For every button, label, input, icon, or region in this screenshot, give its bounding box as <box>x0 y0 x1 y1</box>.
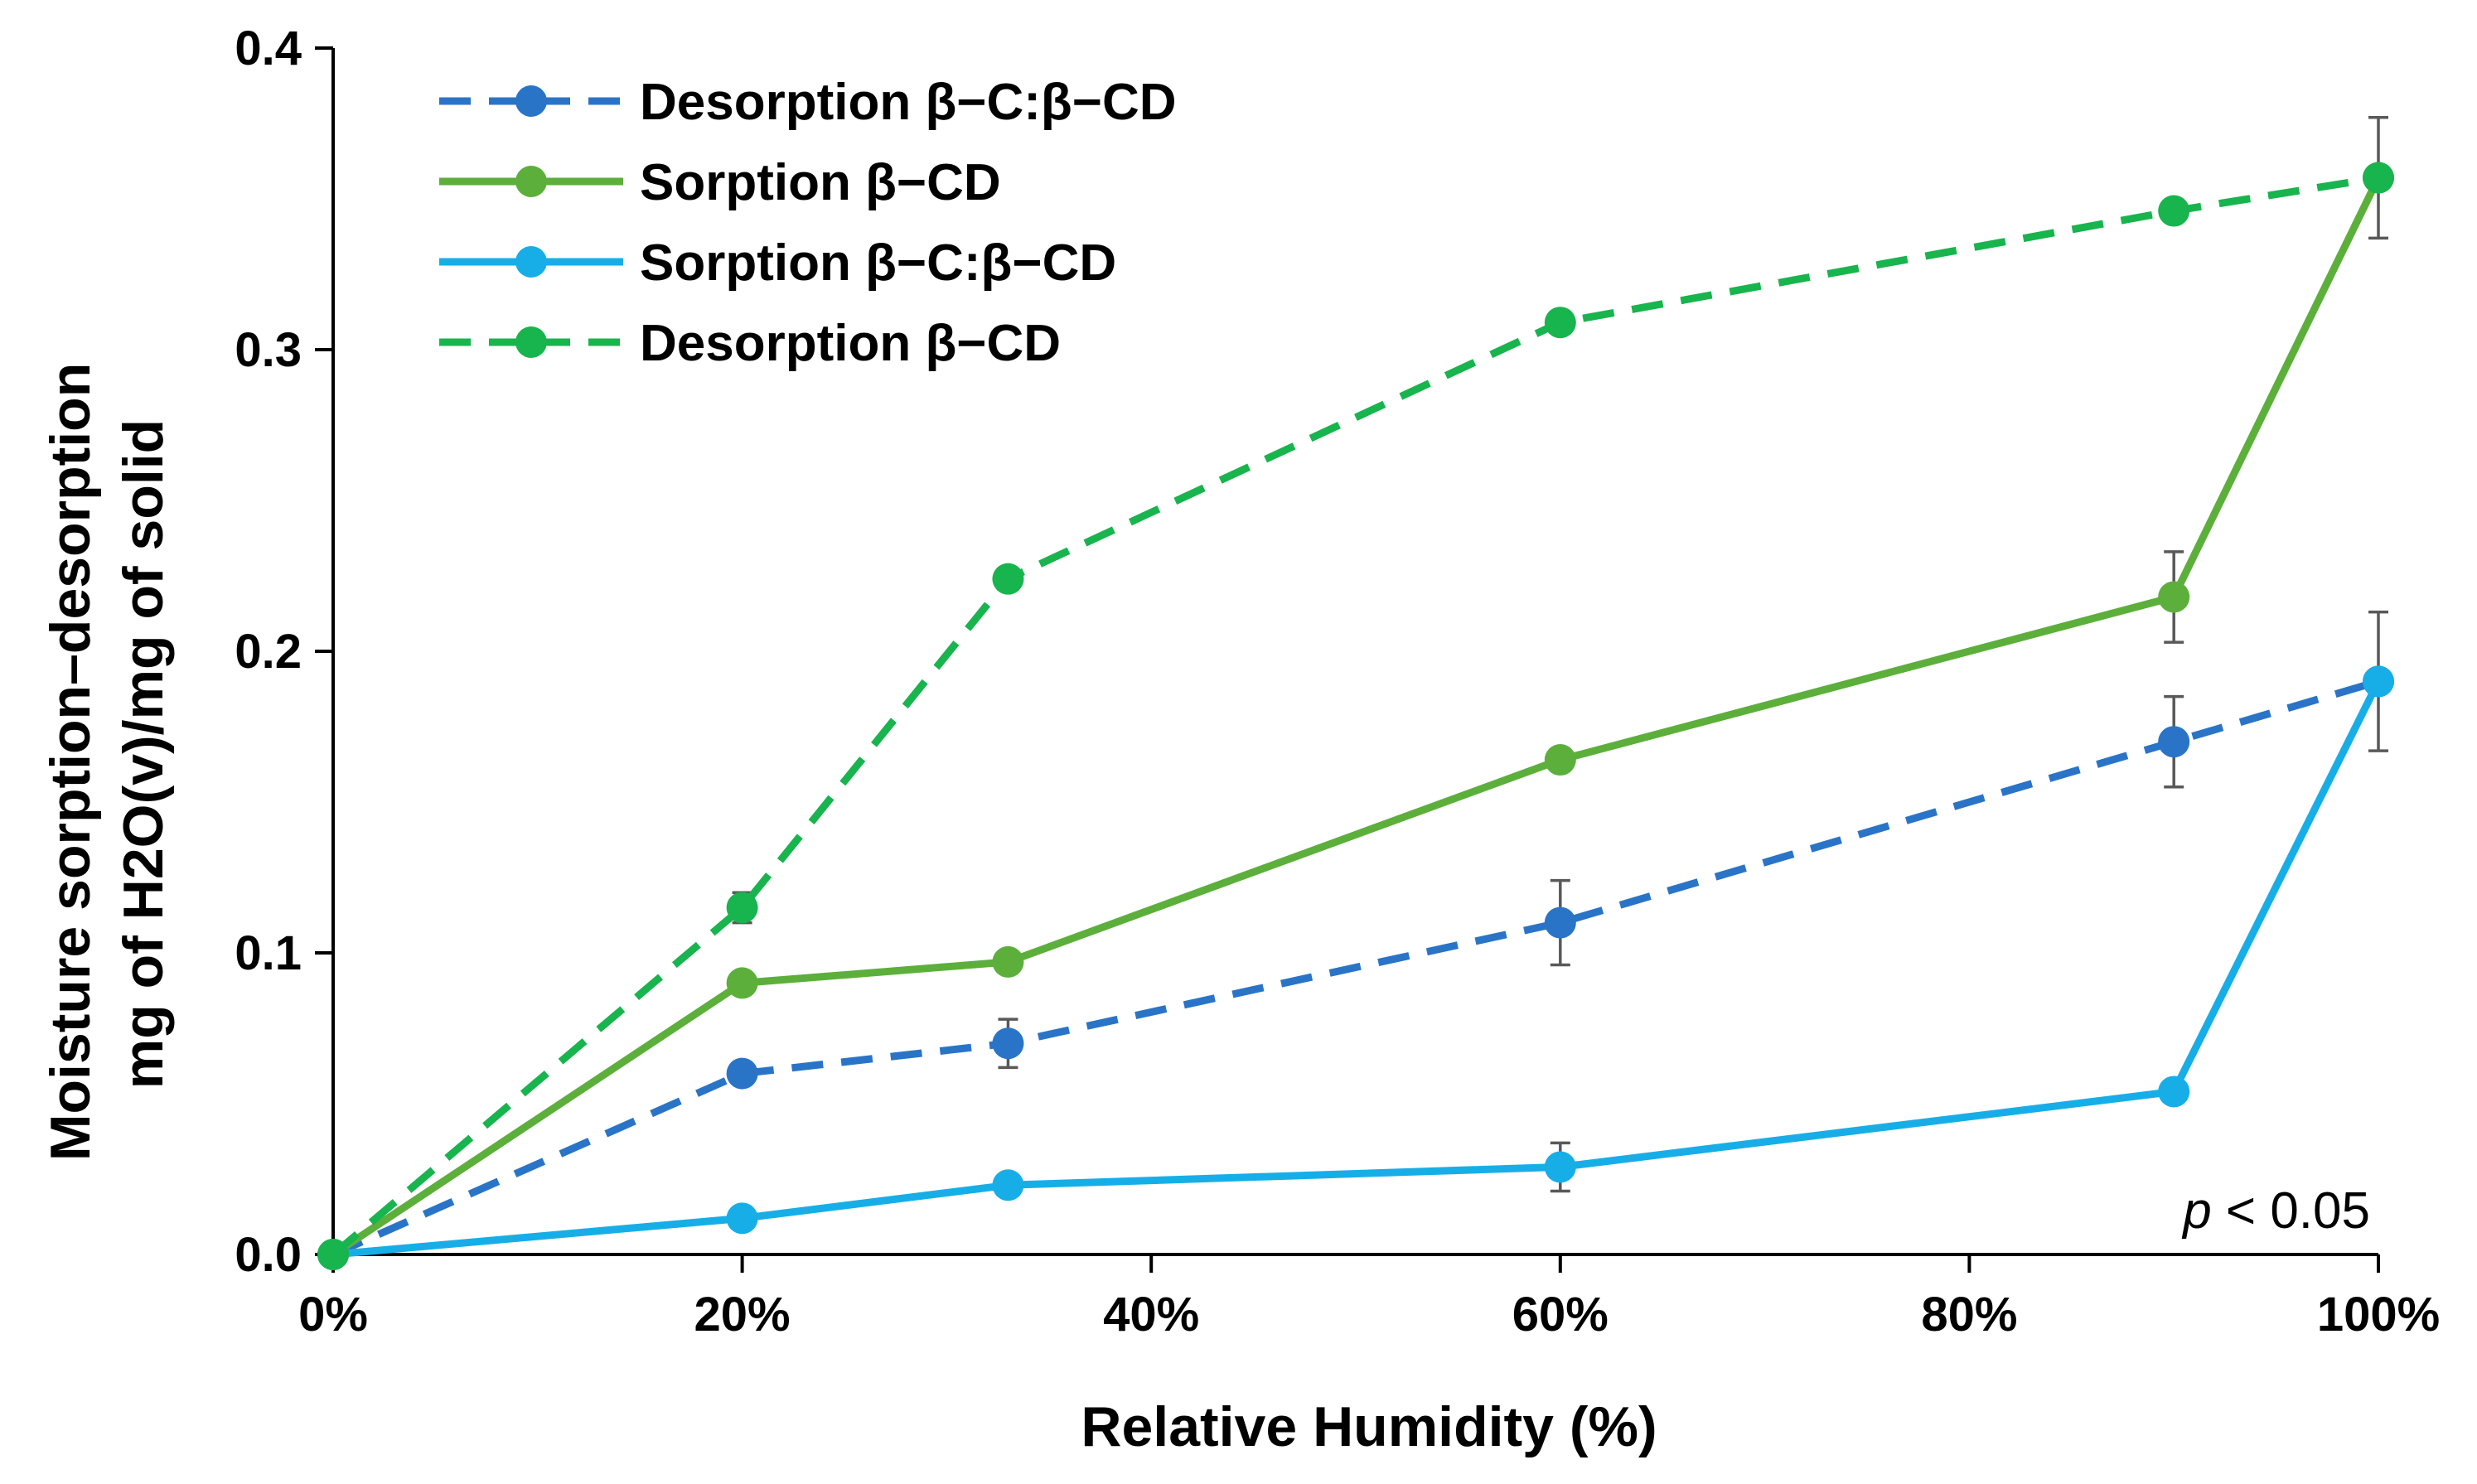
legend-label-2: Sorption β−C:β−CD <box>640 234 1116 292</box>
legend-swatch-marker-1 <box>515 166 547 197</box>
y-axis-title: Moisture sorption–desorption mg of H2O(v… <box>39 347 175 1161</box>
marker-s1-p4 <box>2158 581 2190 613</box>
marker-s3-p0 <box>317 1239 349 1270</box>
y-tick-label-3: 0.3 <box>235 323 302 377</box>
marker-s3-p3 <box>1544 307 1576 339</box>
p-italic: p <box>2181 1182 2211 1240</box>
y-axis-title-line-2: mg of H2O(v)/mg of solid <box>112 419 175 1089</box>
marker-s0-p2 <box>992 1027 1024 1060</box>
y-tick-label-1: 0.1 <box>235 926 302 980</box>
legend-swatch-marker-0 <box>515 85 547 117</box>
x-tick-label-5: 100% <box>2317 1288 2440 1341</box>
y-axis-title-line-1: Moisture sorption–desorption <box>39 363 102 1161</box>
legend: Desorption β−C:β−CD Sorption β−CD Sorption… <box>439 74 1177 372</box>
x-tick-label-0: 0% <box>298 1288 368 1341</box>
legend-label-3: Desorption β−CD <box>640 315 1061 372</box>
marker-s2-p2 <box>992 1169 1024 1201</box>
x-tick-label-3: 60% <box>1512 1288 1609 1341</box>
p-value-annotation: p < 0.05 <box>2181 1182 2370 1240</box>
y-tick-label-2: 0.2 <box>235 625 302 679</box>
marker-s2-p4 <box>2158 1076 2190 1108</box>
x-tick-label-2: 40% <box>1103 1288 1199 1341</box>
p-rest: < 0.05 <box>2212 1182 2370 1240</box>
series-line-3 <box>331 174 2379 1258</box>
marker-s1-p1 <box>726 967 758 999</box>
y-tick-label-4: 0.4 <box>235 22 302 75</box>
marker-s3-p2 <box>992 563 1024 595</box>
series-line-0 <box>331 678 2380 1259</box>
marker-s3-p1 <box>726 892 758 924</box>
axes: 0.0 0.1 0.2 0.3 0.4 0% 20% 40% 60% 80% 100% <box>235 22 2440 1341</box>
marker-s3-p4 <box>2158 195 2190 227</box>
marker-s3-p5 <box>2363 162 2394 194</box>
marker-s0-p4 <box>2158 726 2190 758</box>
series-line-2 <box>332 679 2383 1259</box>
marker-s2-p5 <box>2363 665 2394 698</box>
marker-s0-p1 <box>726 1057 758 1090</box>
legend-swatch-marker-3 <box>515 326 547 358</box>
marker-s2-p1 <box>726 1202 758 1235</box>
x-tick-label-4: 80% <box>1921 1288 2017 1341</box>
marker-s1-p2 <box>992 945 1024 978</box>
x-axis-title: Relative Humidity (%) <box>1081 1395 1657 1458</box>
legend-label-0: Desorption β−C:β−CD <box>640 74 1177 131</box>
x-tick-label-1: 20% <box>694 1288 791 1341</box>
marker-s0-p3 <box>1544 906 1576 939</box>
series-line-1 <box>331 176 2383 1258</box>
series-markers <box>317 162 2394 1270</box>
marker-s1-p3 <box>1544 744 1576 776</box>
y-tick-label-0: 0.0 <box>235 1228 302 1282</box>
marker-s2-p3 <box>1544 1151 1576 1183</box>
legend-swatch-marker-2 <box>515 246 547 278</box>
series-lines <box>331 174 2383 1259</box>
legend-label-1: Sorption β−CD <box>640 154 1001 211</box>
